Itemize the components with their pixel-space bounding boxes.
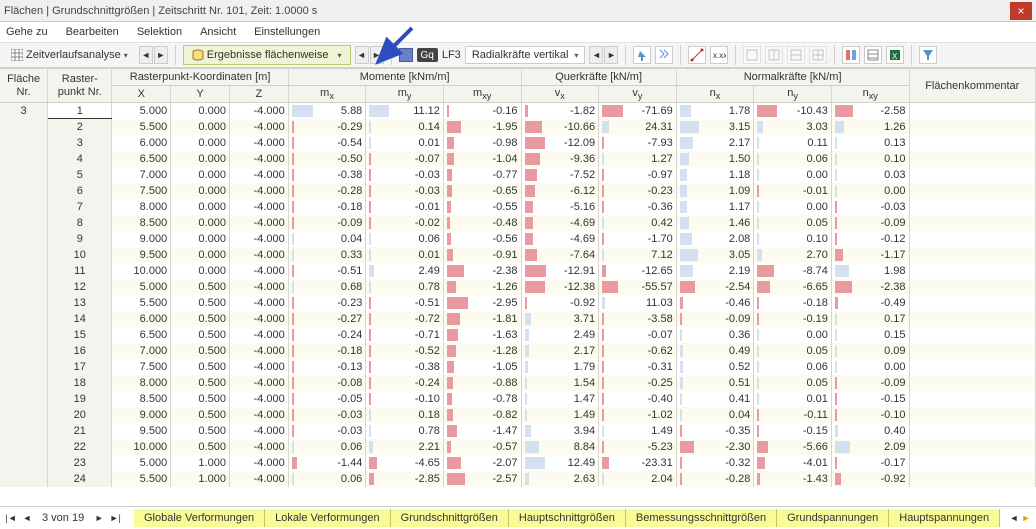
lf-label: LF3: [442, 49, 461, 61]
footer: |◄ ◄ 3 von 19 ► ►| Globale VerformungenL…: [0, 506, 1036, 529]
table-row[interactable]: 209.0000.500-4.000-0.030.18-0.821.49-1.0…: [0, 407, 1036, 423]
table-row[interactable]: 25.5000.000-4.000-0.290.14-1.95-10.6624.…: [0, 119, 1036, 135]
tab-grundspannungen[interactable]: Grundspannungen: [777, 509, 889, 527]
close-button[interactable]: ×: [1010, 2, 1032, 20]
funnel-icon[interactable]: [919, 46, 937, 64]
excel-icon[interactable]: X: [886, 46, 904, 64]
menu-einstellungen[interactable]: Einstellungen: [254, 26, 320, 38]
layout2-icon[interactable]: [765, 46, 783, 64]
measure-icon[interactable]: [688, 46, 706, 64]
col-koord: Rasterpunkt-Koordinaten [m]: [112, 69, 288, 86]
table-row[interactable]: 67.5000.000-4.000-0.28-0.03-0.65-6.12-0.…: [0, 183, 1036, 199]
layout4-icon[interactable]: [809, 46, 827, 64]
pager2-prev[interactable]: ◄: [355, 46, 369, 64]
menubar: Gehe zu Bearbeiten Selektion Ansicht Ein…: [0, 22, 1036, 42]
loadtype-label: Radialkräfte vertikal: [472, 49, 569, 61]
table-icon: [11, 49, 23, 61]
table-row[interactable]: 177.5000.500-4.000-0.13-0.38-1.051.79-0.…: [0, 359, 1036, 375]
loadtype-dropdown[interactable]: Radialkräfte vertikal ▾: [465, 46, 586, 64]
toolbar: Zeitverlaufsanalyse ▾ ◄ ► Ergebnisse flä…: [0, 42, 1036, 68]
layout3-icon[interactable]: [787, 46, 805, 64]
results-table: FlächeNr. Raster-punkt Nr. Rasterpunkt-K…: [0, 68, 1036, 487]
window-title: Flächen | Grundschnittgrößen | Zeitschri…: [4, 5, 1010, 17]
menu-ansicht[interactable]: Ansicht: [200, 26, 236, 38]
gq-chip[interactable]: Gq: [417, 48, 438, 62]
layout1-icon[interactable]: [743, 46, 761, 64]
table-row[interactable]: 156.5000.500-4.000-0.24-0.71-1.632.49-0.…: [0, 327, 1036, 343]
table-row[interactable]: 88.5000.000-4.000-0.09-0.02-0.48-4.690.4…: [0, 215, 1036, 231]
table-mode-icon[interactable]: [864, 46, 882, 64]
table-row[interactable]: 146.0000.500-4.000-0.27-0.72-1.813.71-3.…: [0, 311, 1036, 327]
table-row[interactable]: 167.0000.500-4.000-0.18-0.52-1.282.17-0.…: [0, 343, 1036, 359]
pager-prev[interactable]: ◄: [139, 46, 153, 64]
chevron-down-icon: ▾: [124, 51, 128, 60]
tabscroll-left[interactable]: ◄: [1008, 513, 1020, 523]
table-row[interactable]: 198.5000.500-4.000-0.05-0.10-0.781.47-0.…: [0, 391, 1036, 407]
nav-next[interactable]: ►: [92, 511, 106, 525]
filter-arrows-icon[interactable]: [655, 46, 673, 64]
chevron-down-icon: ▾: [337, 51, 341, 60]
menu-selektion[interactable]: Selektion: [137, 26, 182, 38]
precision-icon[interactable]: x.xx: [710, 46, 728, 64]
table-row[interactable]: 219.5000.500-4.000-0.030.78-1.473.941.49…: [0, 423, 1036, 439]
table-row[interactable]: 125.0000.500-4.0000.680.78-1.26-12.38-55…: [0, 279, 1036, 295]
footer-tabs: Globale VerformungenLokale VerformungenG…: [134, 509, 1008, 527]
db-icon: [192, 49, 204, 61]
tab-globale-verformungen[interactable]: Globale Verformungen: [134, 509, 265, 527]
tab-hauptschnittgrößen[interactable]: Hauptschnittgrößen: [509, 509, 626, 527]
filter-pointer-icon[interactable]: [633, 46, 651, 64]
tabscroll-right[interactable]: ►: [1020, 513, 1032, 523]
table-row[interactable]: 36.0000.000-4.000-0.540.01-0.98-12.09-7.…: [0, 135, 1036, 151]
table-row[interactable]: 46.5000.000-4.000-0.50-0.07-1.04-9.361.2…: [0, 151, 1036, 167]
svg-text:X: X: [892, 52, 898, 61]
table-row[interactable]: 78.0000.000-4.000-0.18-0.01-0.55-5.16-0.…: [0, 199, 1036, 215]
table-row[interactable]: 1110.0000.000-4.000-0.512.49-2.38-12.91-…: [0, 263, 1036, 279]
nav-last[interactable]: ►|: [108, 511, 122, 525]
col-moment: Momente [kNm/m]: [288, 69, 521, 86]
table-row[interactable]: 135.5000.500-4.000-0.23-0.51-2.95-0.9211…: [0, 295, 1036, 311]
analysis-dropdown[interactable]: Zeitverlaufsanalyse ▾: [4, 45, 135, 65]
table-row[interactable]: 188.0000.500-4.000-0.08-0.24-0.881.54-0.…: [0, 375, 1036, 391]
table-row[interactable]: 245.5001.000-4.0000.06-2.85-2.572.632.04…: [0, 471, 1036, 487]
pager3-next[interactable]: ►: [604, 46, 618, 64]
results-label: Ergebnisse flächenweise: [207, 49, 329, 61]
nav-prev[interactable]: ◄: [20, 511, 34, 525]
col-quer: Querkräfte [kN/m]: [521, 69, 676, 86]
table-row[interactable]: 57.0000.000-4.000-0.38-0.03-0.77-7.52-0.…: [0, 167, 1036, 183]
color-mode-icon[interactable]: [842, 46, 860, 64]
chevron-down-icon: ▾: [574, 51, 578, 60]
table-row[interactable]: 109.5000.000-4.0000.330.01-0.91-7.647.12…: [0, 247, 1036, 263]
tab-lokale-verformungen[interactable]: Lokale Verformungen: [265, 509, 391, 527]
table-row[interactable]: 2210.0000.500-4.0000.062.21-0.578.84-5.2…: [0, 439, 1036, 455]
results-dropdown[interactable]: Ergebnisse flächenweise ▾: [183, 45, 351, 65]
table-row[interactable]: 315.0000.000-4.0005.8811.12-0.16-1.82-71…: [0, 103, 1036, 119]
col-komm: Flächenkommentar: [909, 69, 1035, 103]
tab-grundschnittgrößen[interactable]: Grundschnittgrößen: [391, 509, 509, 527]
nav-first[interactable]: |◄: [4, 511, 18, 525]
table-row[interactable]: 99.0000.000-4.0000.040.06-0.56-4.69-1.70…: [0, 231, 1036, 247]
tab-bemessungsschnittgrößen[interactable]: Bemessungsschnittgrößen: [626, 509, 777, 527]
analysis-label: Zeitverlaufsanalyse: [26, 49, 121, 61]
table-row[interactable]: 235.0001.000-4.000-1.44-4.65-2.0712.49-2…: [0, 455, 1036, 471]
tab-hauptspannungen[interactable]: Hauptspannungen: [889, 509, 1000, 527]
pager2-next[interactable]: ►: [370, 46, 384, 64]
menu-bearbeiten[interactable]: Bearbeiten: [66, 26, 119, 38]
pager-next[interactable]: ►: [154, 46, 168, 64]
pager3-prev[interactable]: ◄: [589, 46, 603, 64]
blue-chip-icon[interactable]: [399, 48, 413, 62]
col-normal: Normalkräfte [kN/m]: [676, 69, 909, 86]
nav-pos: 3 von 19: [36, 512, 90, 524]
menu-gehe-zu[interactable]: Gehe zu: [6, 26, 48, 38]
svg-text:x.xx: x.xx: [713, 51, 726, 60]
